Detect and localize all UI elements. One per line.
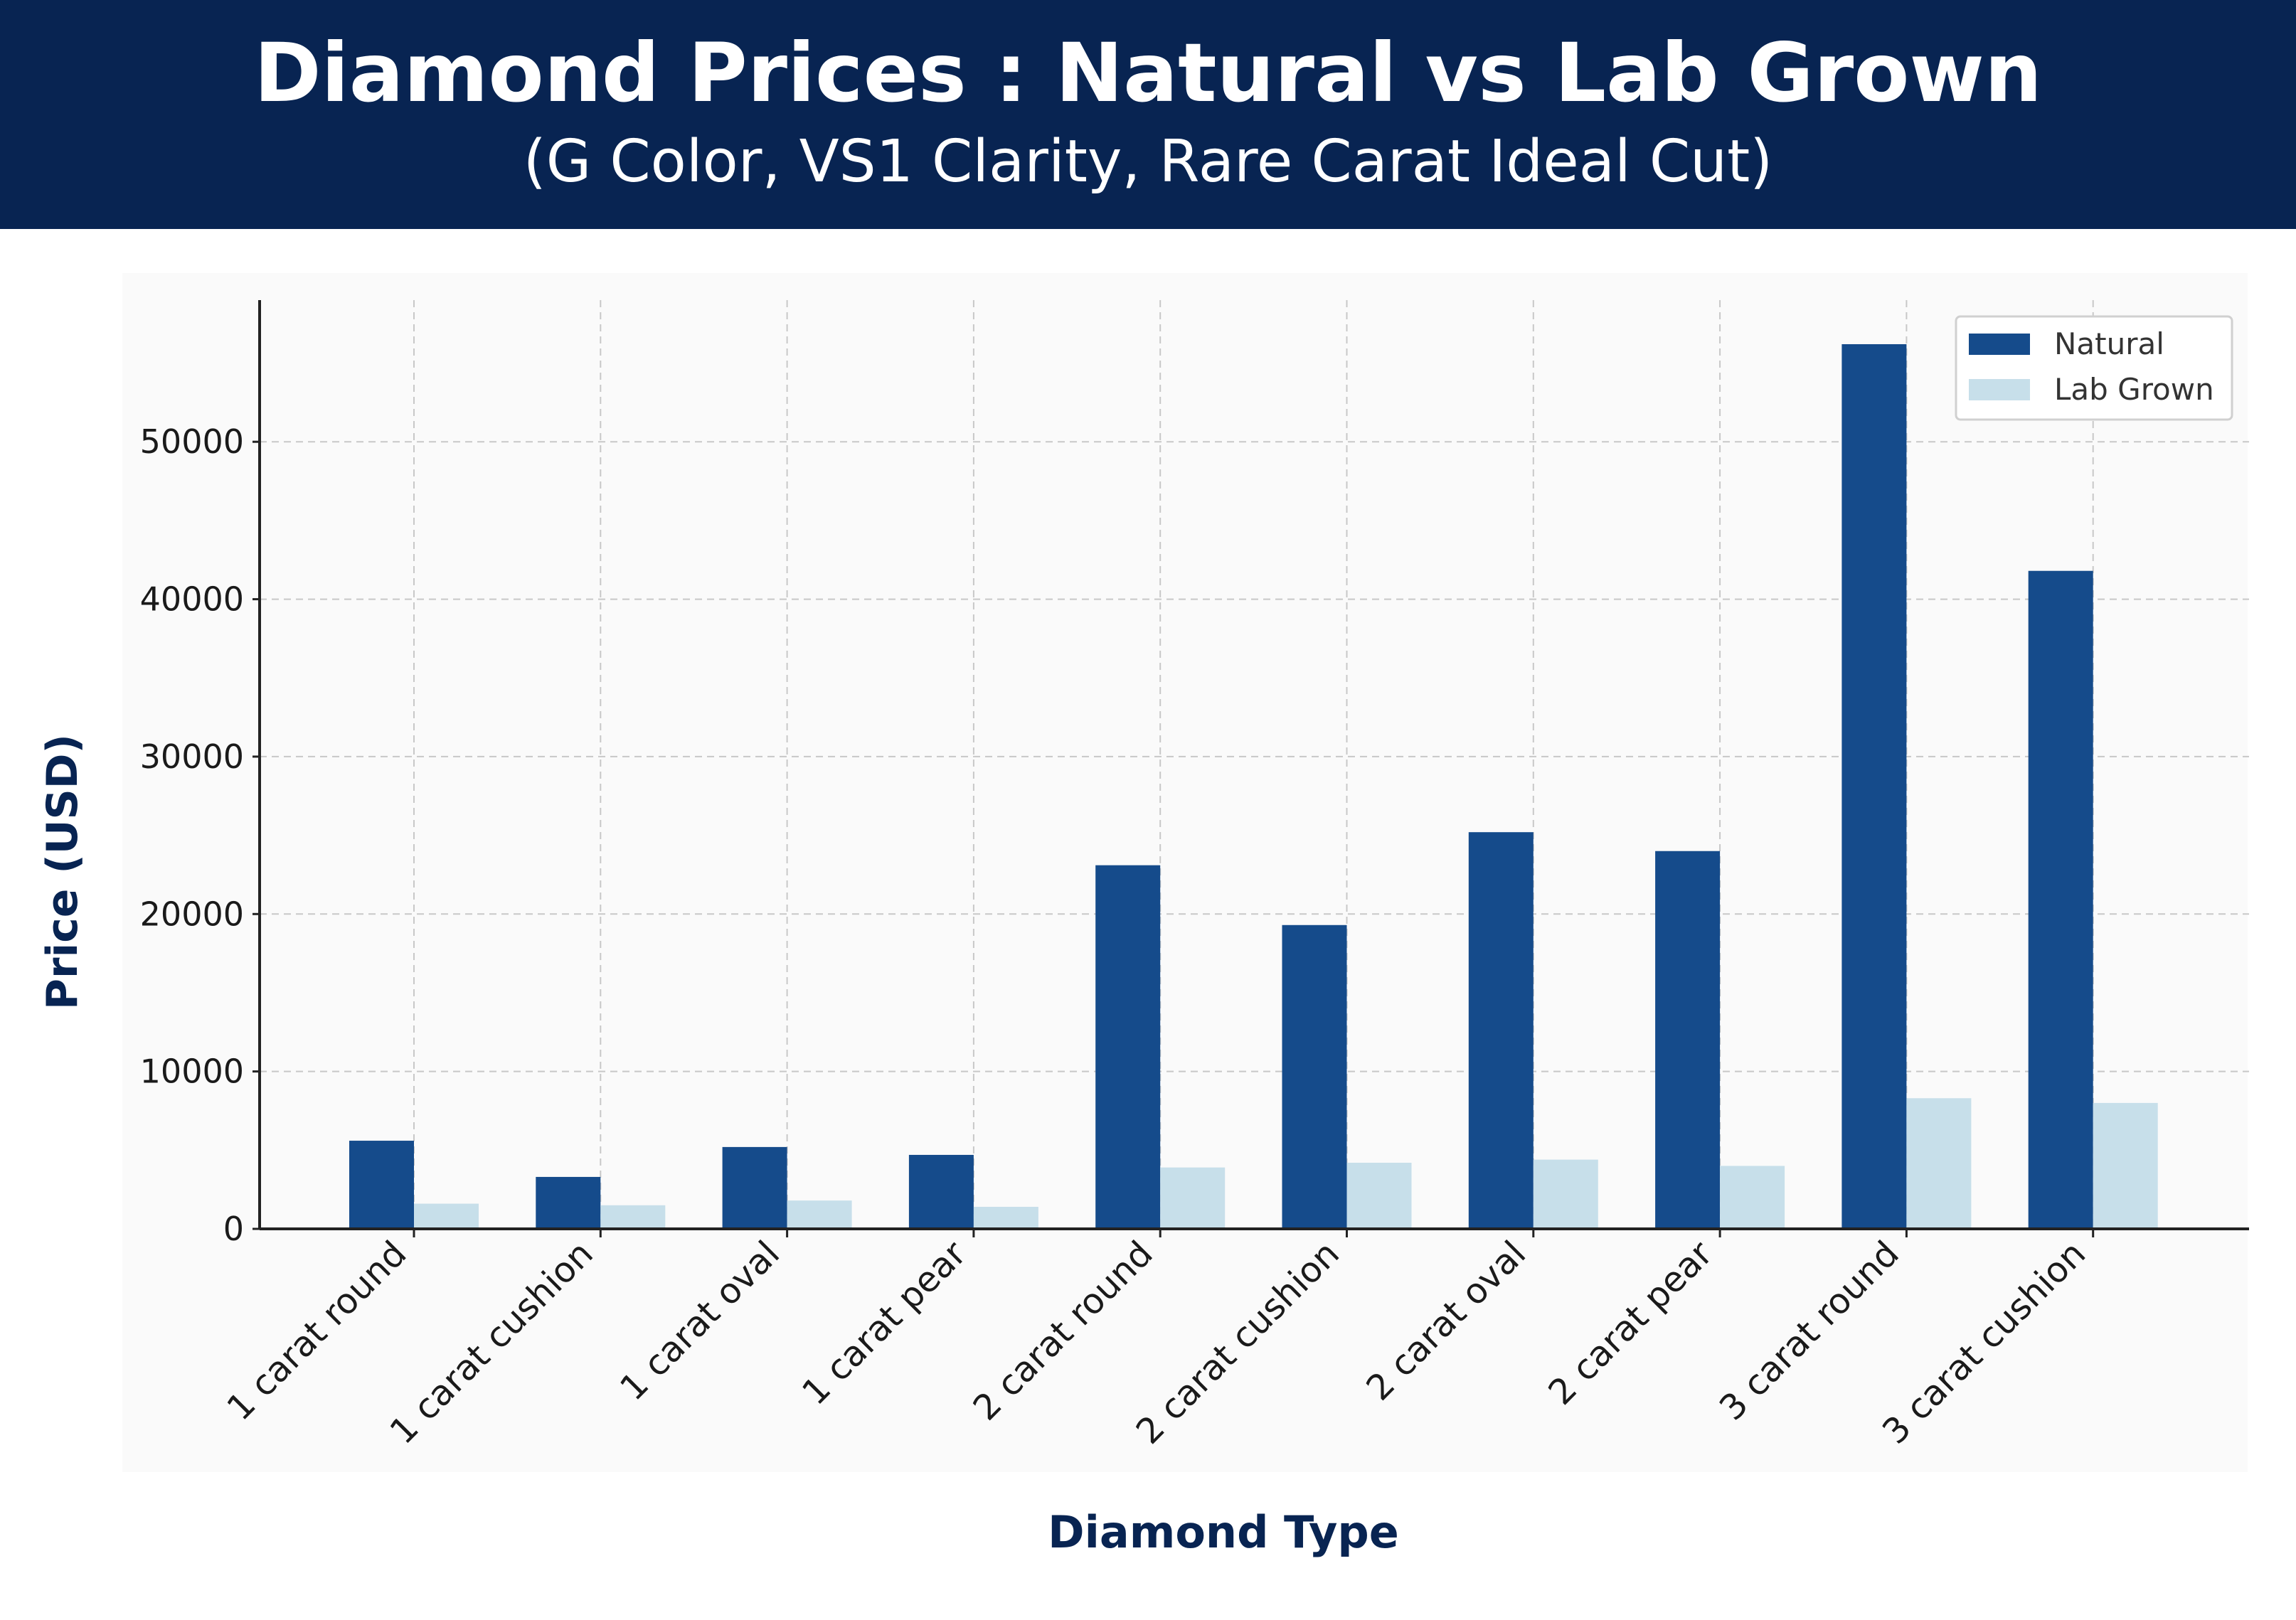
bar-natural (1095, 865, 1161, 1229)
y-tick-label: 30000 (140, 737, 244, 776)
x-axis-title: Diamond Type (1048, 1506, 1399, 1558)
bar-lab-grown (787, 1200, 852, 1229)
legend-swatch-lab-grown (1969, 379, 2030, 400)
y-tick-label: 0 (223, 1210, 244, 1248)
chart-subtitle: (G Color, VS1 Clarity, Rare Carat Ideal … (523, 128, 1773, 196)
bar-lab-grown (600, 1205, 666, 1229)
bar-lab-grown (414, 1203, 479, 1229)
bar-lab-grown (1906, 1098, 1972, 1229)
legend-label-lab-grown: Lab Grown (2054, 372, 2214, 407)
plot-background (122, 273, 2248, 1472)
bar-lab-grown (1533, 1159, 1598, 1229)
bar-natural (1655, 851, 1721, 1229)
bar-natural (722, 1146, 787, 1229)
bar-natural (1841, 343, 1907, 1229)
bar-lab-grown (973, 1207, 1038, 1229)
bar-natural (908, 1154, 974, 1229)
bar-lab-grown (1160, 1167, 1226, 1229)
bar-lab-grown (1720, 1166, 1785, 1229)
bar-natural (1468, 832, 1534, 1229)
y-axis-title: Price (USD) (38, 734, 87, 1010)
title-banner: Diamond Prices : Natural vs Lab Grown (G… (0, 0, 2296, 229)
y-tick-label: 20000 (140, 895, 244, 933)
bar-natural (1282, 924, 1347, 1229)
y-tick-label: 40000 (140, 580, 244, 619)
bar-lab-grown (2093, 1102, 2158, 1229)
bar-natural (349, 1141, 414, 1229)
y-tick-label: 50000 (140, 422, 244, 461)
legend-label-natural: Natural (2054, 326, 2164, 361)
bar-natural (2028, 570, 2093, 1229)
chart-title: Diamond Prices : Natural vs Lab Grown (254, 26, 2042, 120)
y-tick-label: 10000 (140, 1053, 244, 1091)
bar-lab-grown (1346, 1163, 1412, 1229)
legend-swatch-natural (1969, 334, 2030, 355)
bar-natural (536, 1176, 601, 1229)
